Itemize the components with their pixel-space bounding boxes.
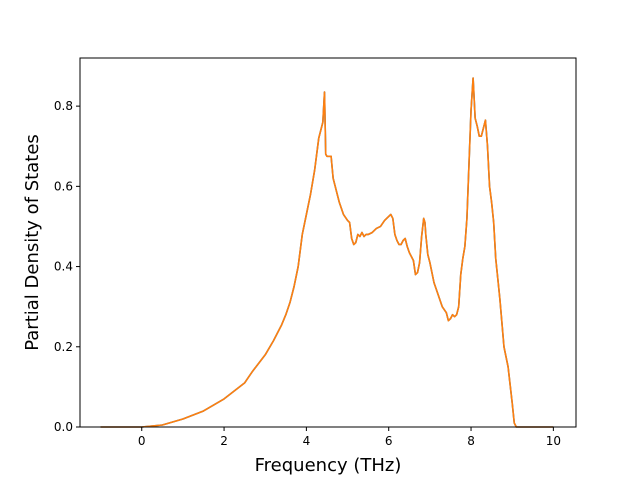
x-tick-label: 2 [220, 434, 228, 448]
series-line-1 [100, 77, 554, 428]
x-tick-label: 10 [546, 434, 561, 448]
y-tick-label: 0.2 [54, 340, 73, 354]
y-tick-label: 0.6 [54, 179, 73, 193]
x-tick-label: 0 [138, 434, 146, 448]
x-tick-label: 8 [467, 434, 475, 448]
y-axis-label: Partial Density of States [22, 134, 43, 351]
x-axis-label: Frequency (THz) [255, 455, 402, 476]
x-axis-ticks: 0 2 4 6 8 10 [138, 427, 561, 448]
x-tick-label: 6 [385, 434, 393, 448]
x-tick-label: 4 [303, 434, 311, 448]
series-lines [100, 77, 554, 428]
y-tick-label: 0.0 [54, 420, 73, 434]
series-line-2 [100, 77, 554, 428]
y-axis-ticks: 0.0 0.2 0.4 0.6 0.8 [54, 99, 80, 434]
plot-frame [79, 57, 577, 428]
y-tick-label: 0.4 [54, 260, 73, 274]
y-tick-label: 0.8 [54, 99, 73, 113]
